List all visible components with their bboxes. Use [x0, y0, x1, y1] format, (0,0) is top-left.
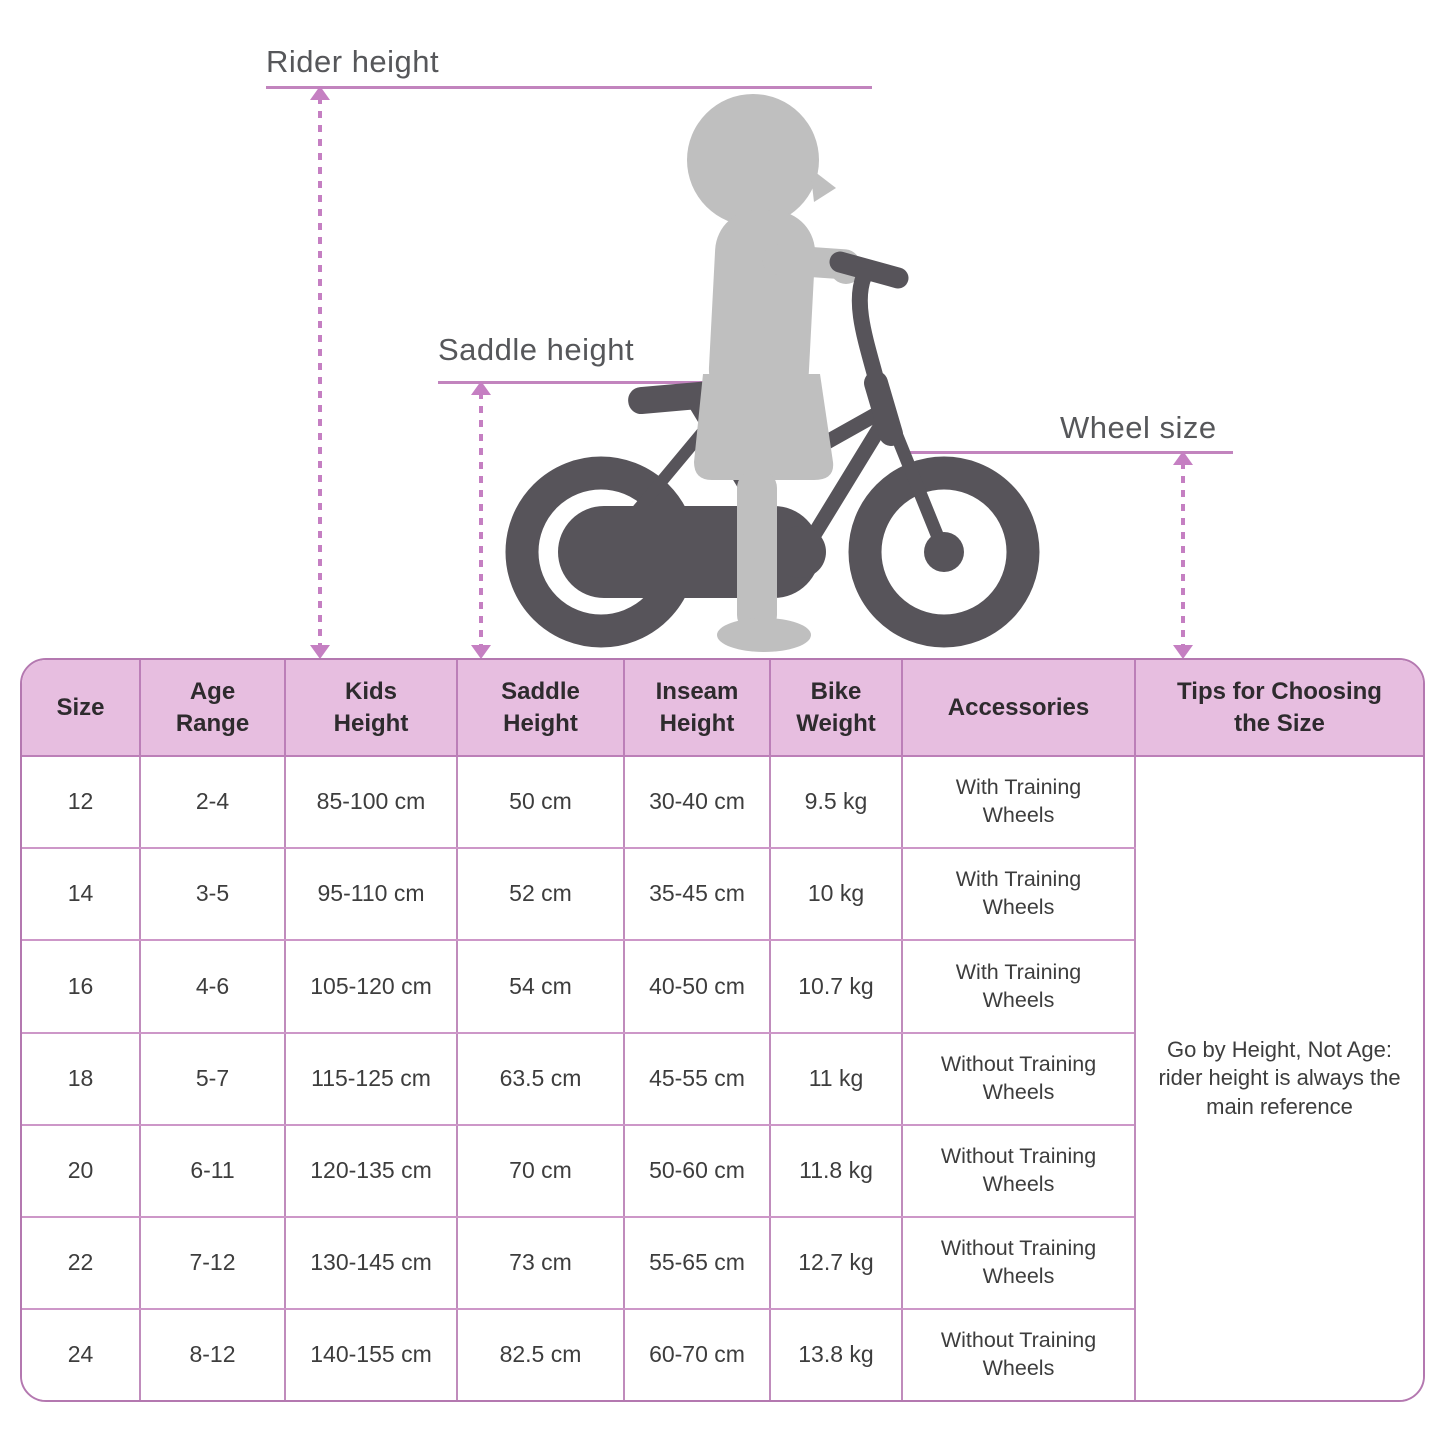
cell-size: 14: [22, 847, 141, 942]
col-header-inseam-height: Inseam Height: [623, 660, 771, 757]
cell-kids-height: 95-110 cm: [284, 847, 458, 942]
cell-kids-height: 120-135 cm: [284, 1123, 458, 1219]
size-table-container: Size Age Range Kids Height Saddle Height…: [20, 658, 1425, 1402]
down-tube: [798, 406, 896, 556]
handlebar: [829, 251, 964, 572]
arrow-up-icon: [471, 381, 491, 395]
face-nose: [810, 168, 836, 202]
table-row: 14 3-5 95-110 cm 52 cm 35-45 cm 10 kg Wi…: [22, 847, 1423, 942]
cell-accessories: With Training Wheels: [901, 939, 1135, 1034]
rider-height-arrow: [310, 86, 330, 659]
helmet-head: [687, 94, 819, 226]
arrow-up-icon: [310, 86, 330, 100]
cell-age: 5-7: [139, 1031, 286, 1126]
cell-accessories: Without Training Wheels: [901, 1216, 1135, 1311]
cell-age: 7-12: [139, 1216, 286, 1311]
handlebar-drop: [851, 268, 888, 402]
cell-inseam-height: 45-55 cm: [623, 1031, 771, 1126]
table-row: 22 7-12 130-145 cm 73 cm 55-65 cm 12.7 k…: [22, 1216, 1423, 1311]
cell-size: 24: [22, 1308, 141, 1400]
col-header-accessories: Accessories: [901, 660, 1136, 757]
cell-size: 22: [22, 1216, 141, 1311]
cell-inseam-height: 60-70 cm: [623, 1308, 771, 1400]
table-row: 18 5-7 115-125 cm 63.5 cm 45-55 cm 11 kg…: [22, 1031, 1423, 1126]
header-row: Size Age Range Kids Height Saddle Height…: [22, 660, 1423, 757]
cell-saddle-height: 73 cm: [456, 1216, 625, 1311]
leg: [737, 470, 777, 633]
cell-accessories: Without Training Wheels: [901, 1308, 1135, 1400]
arrow-down-icon: [1173, 645, 1193, 659]
col-header-age-range: Age Range: [139, 660, 286, 757]
cell-age: 3-5: [139, 847, 286, 942]
child-with-bike-illustration: [505, 94, 1040, 652]
cell-bike-weight: 10.7 kg: [769, 939, 903, 1034]
cell-accessories: Without Training Wheels: [901, 1123, 1135, 1219]
shoe: [717, 618, 811, 652]
rider-height-label: Rider height: [266, 44, 440, 79]
wheel-size-arrow: [1173, 451, 1193, 659]
front-hub: [924, 532, 964, 572]
cell-bike-weight: 10 kg: [769, 847, 903, 942]
arrow-up-icon: [1173, 451, 1193, 465]
crank: [774, 526, 826, 578]
cell-kids-height: 140-155 cm: [284, 1308, 458, 1400]
col-header-tips: Tips for Choosing the Size: [1134, 660, 1423, 757]
col-header-bike-weight: Bike Weight: [769, 660, 903, 757]
cell-kids-height: 85-100 cm: [284, 754, 458, 850]
saddle-height-label: Saddle height: [438, 332, 635, 367]
table-row: 20 6-11 120-135 cm 70 cm 50-60 cm 11.8 k…: [22, 1123, 1423, 1219]
cell-bike-weight: 11 kg: [769, 1031, 903, 1126]
saddle-height-line: [438, 381, 710, 384]
cell-kids-height: 115-125 cm: [284, 1031, 458, 1126]
cell-inseam-height: 40-50 cm: [623, 939, 771, 1034]
cell-bike-weight: 13.8 kg: [769, 1308, 903, 1400]
rider-height-line: [266, 86, 872, 89]
table-row: 24 8-12 140-155 cm 82.5 cm 60-70 cm 13.8…: [22, 1308, 1423, 1400]
table-row: 12 2-4 85-100 cm 50 cm 30-40 cm 9.5 kg W…: [22, 754, 1423, 1400]
cell-kids-height: 130-145 cm: [284, 1216, 458, 1311]
cell-inseam-height: 55-65 cm: [623, 1216, 771, 1311]
cell-saddle-height: 54 cm: [456, 939, 625, 1034]
cell-size: 18: [22, 1031, 141, 1126]
cell-bike-weight: 9.5 kg: [769, 754, 903, 850]
child-silhouette: [687, 94, 862, 652]
cell-saddle-height: 50 cm: [456, 754, 625, 850]
cell-size: 16: [22, 939, 141, 1034]
cell-bike-weight: 12.7 kg: [769, 1216, 903, 1311]
cell-saddle-height: 70 cm: [456, 1123, 625, 1219]
cell-accessories: Without Training Wheels: [901, 1031, 1135, 1126]
cell-saddle-height: 52 cm: [456, 847, 625, 942]
table-row: 16 4-6 105-120 cm 54 cm 40-50 cm 10.7 kg…: [22, 939, 1423, 1034]
cell-age: 2-4: [139, 754, 286, 850]
front-wheel: [848, 456, 1040, 648]
saddle-height-arrow: [471, 381, 491, 659]
cell-size: 20: [22, 1123, 141, 1219]
shorts: [694, 374, 834, 480]
col-header-size: Size: [22, 660, 141, 757]
col-header-saddle-height: Saddle Height: [456, 660, 625, 757]
cell-saddle-height: 82.5 cm: [456, 1308, 625, 1400]
cell-inseam-height: 35-45 cm: [623, 847, 771, 942]
cell-age: 8-12: [139, 1308, 286, 1400]
cell-age: 6-11: [139, 1123, 286, 1219]
arrow-down-icon: [471, 645, 491, 659]
tips-cell: Go by Height, Not Age: rider height is a…: [1134, 756, 1423, 1400]
cell-saddle-height: 63.5 cm: [456, 1031, 625, 1126]
cell-size: 12: [22, 754, 141, 850]
cell-bike-weight: 11.8 kg: [769, 1123, 903, 1219]
wheel-size-label: Wheel size: [1060, 410, 1217, 445]
cell-age: 4-6: [139, 939, 286, 1034]
cell-kids-height: 105-120 cm: [284, 939, 458, 1034]
wheel-size-line: [905, 451, 1233, 454]
arrow-down-icon: [310, 645, 330, 659]
col-header-kids-height: Kids Height: [284, 660, 458, 757]
cell-inseam-height: 30-40 cm: [623, 754, 771, 850]
size-table: Size Age Range Kids Height Saddle Height…: [22, 660, 1423, 1400]
cell-inseam-height: 50-60 cm: [623, 1123, 771, 1219]
cell-accessories: With Training Wheels: [901, 847, 1135, 942]
cell-accessories: With Training Wheels: [901, 754, 1136, 850]
